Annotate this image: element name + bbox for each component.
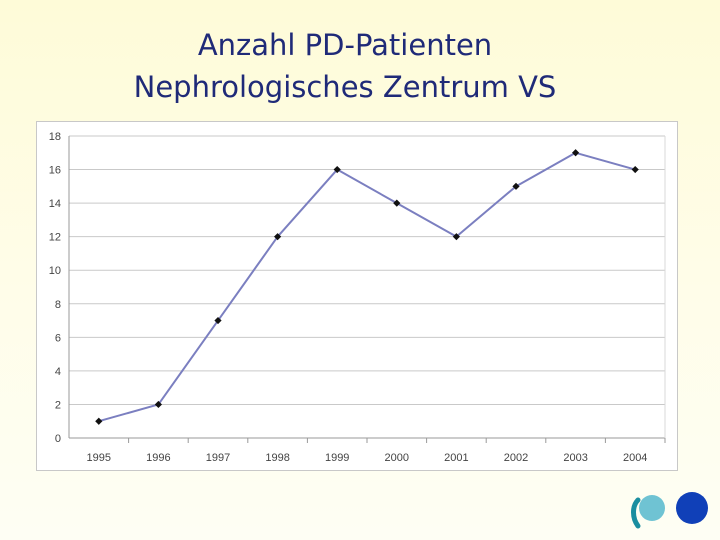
x-tick-label: 2001 xyxy=(444,452,468,464)
x-tick-label: 1995 xyxy=(87,452,111,464)
y-tick-label: 10 xyxy=(49,265,61,277)
y-tick-label: 6 xyxy=(55,332,61,344)
x-tick-label: 1997 xyxy=(206,452,230,464)
x-tick-label: 2003 xyxy=(563,452,587,464)
x-tick-labels: 1995 1996 1997 1998 1999 2000 2001 2002 2003 2004 xyxy=(87,452,648,464)
y-tick-label: 16 xyxy=(49,165,61,177)
slide-title-line-1: Anzahl PD-Patienten xyxy=(197,28,493,62)
slide-title-line-2: Nephrologisches Zentrum VS xyxy=(133,70,557,105)
line-chart: 0 2 4 6 8 10 12 14 16 18 1995 1996 1997 1998 1999 2000… xyxy=(49,131,666,464)
series-line xyxy=(98,151,636,423)
y-tick-labels: 0 2 4 6 8 10 12 14 16 18 xyxy=(49,131,61,445)
data-point-2002 xyxy=(512,182,520,190)
data-point-2004 xyxy=(631,165,639,174)
x-tick-label: 2004 xyxy=(623,452,647,464)
y-tick-label: 14 xyxy=(49,198,61,210)
axes xyxy=(68,136,666,443)
clinic-logo-icon xyxy=(631,492,708,529)
x-tick-label: 2000 xyxy=(385,452,409,464)
x-tick-label: 1998 xyxy=(265,452,289,464)
gridlines xyxy=(69,135,665,405)
data-point-2001 xyxy=(452,233,460,241)
data-point-2000 xyxy=(393,199,401,207)
y-tick-label: 12 xyxy=(49,232,61,244)
y-tick-label: 2 xyxy=(55,399,61,411)
series-line-0 xyxy=(98,151,636,423)
data-points xyxy=(95,149,639,425)
y-tick-label: 0 xyxy=(55,433,61,445)
data-point-1997 xyxy=(214,316,222,325)
data-point-1999 xyxy=(333,165,341,174)
y-tick-label: 8 xyxy=(55,299,61,311)
slide-title: Anzahl PD-Patienten Nephrologisches Zent… xyxy=(0,24,690,108)
x-tick-label: 1999 xyxy=(325,452,349,464)
data-point-1995 xyxy=(95,417,103,425)
y-tick-label: 18 xyxy=(49,131,61,143)
x-tick-label: 1996 xyxy=(146,452,170,464)
x-tick-label: 2002 xyxy=(504,452,528,464)
data-point-2003 xyxy=(572,149,580,157)
data-point-1996 xyxy=(154,400,162,409)
y-tick-label: 4 xyxy=(55,366,61,378)
chart-panel: 0 2 4 6 8 10 12 14 16 18 1995 1996 1997 1998 1999 2000… xyxy=(36,121,678,471)
